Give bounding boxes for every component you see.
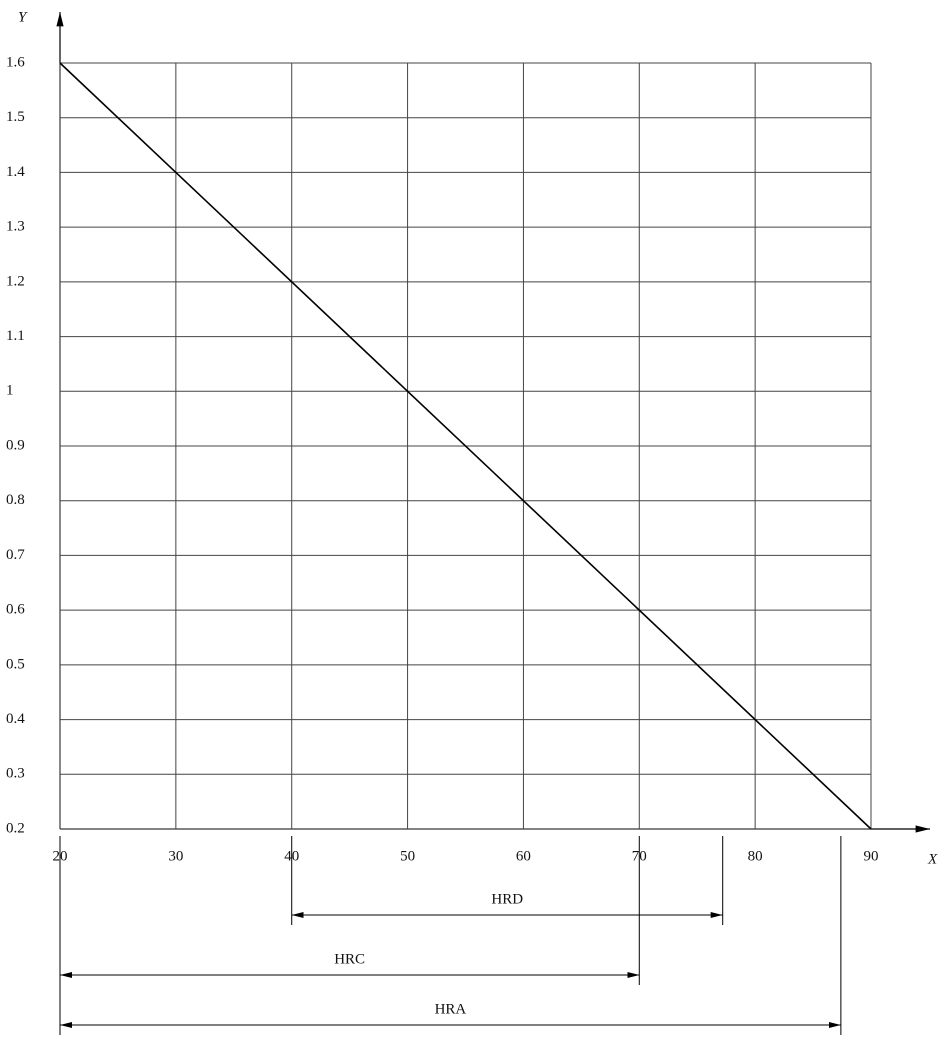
y-tick-label: 0.6 (6, 602, 25, 618)
x-tick-label: 80 (748, 848, 763, 864)
y-tick-label: 1.5 (6, 109, 25, 125)
y-tick-label: 1.1 (6, 328, 25, 344)
x-tick-label: 90 (864, 848, 879, 864)
x-tick-label: 50 (400, 848, 415, 864)
x-tick-label: 60 (516, 848, 531, 864)
y-tick-label: 0.9 (6, 437, 25, 453)
y-tick-label: 1.6 (6, 54, 25, 70)
y-tick-label: 0.3 (6, 766, 25, 782)
y-tick-label: 1.3 (6, 219, 25, 235)
y-tick-label: 0.7 (6, 547, 25, 563)
y-tick-label: 1.4 (6, 164, 25, 180)
range-label: HRA (435, 1001, 467, 1017)
y-axis-label: Y (18, 9, 28, 25)
y-tick-label: 0.4 (6, 711, 25, 727)
y-tick-label: 1 (6, 383, 14, 399)
range-label: HRC (334, 951, 365, 967)
x-axis-label: X (927, 851, 938, 867)
y-tick-label: 1.2 (6, 273, 25, 289)
y-tick-label: 0.8 (6, 492, 25, 508)
y-tick-label: 0.5 (6, 656, 25, 672)
y-tick-label: 0.2 (6, 820, 25, 836)
data-line (59, 62, 872, 830)
range-label: HRD (491, 891, 523, 907)
x-tick-label: 30 (168, 848, 183, 864)
